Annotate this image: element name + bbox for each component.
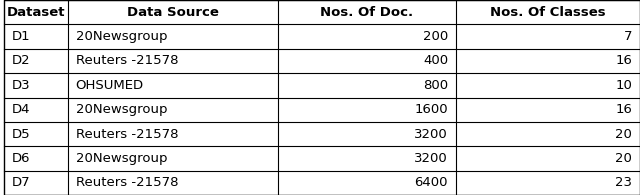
Text: D2: D2: [12, 54, 31, 67]
Text: 200: 200: [423, 30, 448, 43]
Text: D7: D7: [12, 176, 31, 189]
Text: D5: D5: [12, 128, 31, 141]
Text: Nos. Of Doc.: Nos. Of Doc.: [320, 6, 413, 19]
Text: D3: D3: [12, 79, 31, 92]
Text: Data Source: Data Source: [127, 6, 219, 19]
Text: Reuters -21578: Reuters -21578: [76, 176, 178, 189]
Text: 400: 400: [423, 54, 448, 67]
Text: Dataset: Dataset: [7, 6, 65, 19]
Text: 3200: 3200: [414, 152, 448, 165]
Text: Nos. Of Classes: Nos. Of Classes: [490, 6, 605, 19]
Text: 10: 10: [616, 79, 632, 92]
Text: 20Newsgroup: 20Newsgroup: [76, 103, 167, 116]
Text: 20Newsgroup: 20Newsgroup: [76, 152, 167, 165]
Text: 1600: 1600: [415, 103, 448, 116]
Text: D4: D4: [12, 103, 31, 116]
Text: OHSUMED: OHSUMED: [76, 79, 144, 92]
Text: 23: 23: [616, 176, 632, 189]
Text: 7: 7: [624, 30, 632, 43]
Text: 20Newsgroup: 20Newsgroup: [76, 30, 167, 43]
Text: D6: D6: [12, 152, 31, 165]
Text: 16: 16: [616, 54, 632, 67]
Text: 6400: 6400: [415, 176, 448, 189]
Text: 20: 20: [616, 152, 632, 165]
Text: 3200: 3200: [414, 128, 448, 141]
Text: Reuters -21578: Reuters -21578: [76, 54, 178, 67]
Text: Reuters -21578: Reuters -21578: [76, 128, 178, 141]
Text: 800: 800: [423, 79, 448, 92]
Text: 16: 16: [616, 103, 632, 116]
Text: 20: 20: [616, 128, 632, 141]
Text: D1: D1: [12, 30, 31, 43]
